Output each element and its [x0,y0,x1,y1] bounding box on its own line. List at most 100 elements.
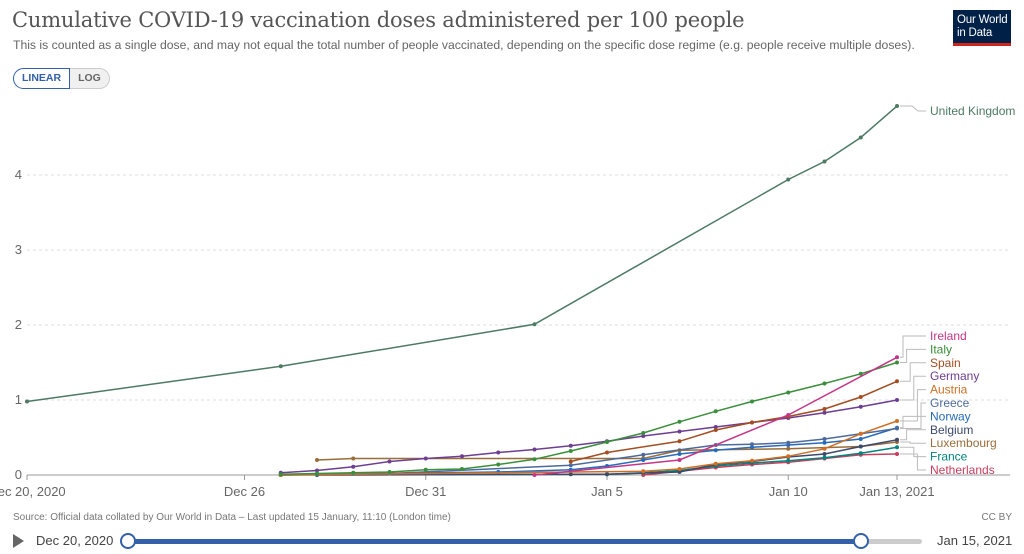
y-tick-label: 4 [15,167,22,182]
series-label-united-kingdom[interactable]: United Kingdom [930,104,1015,118]
data-point [641,434,646,438]
series-labels: United Kingdom IrelandItalySpainGermanyAu… [900,104,1015,477]
data-point [895,360,899,365]
series-label[interactable]: Luxembourg [930,436,997,450]
series-label[interactable]: Netherlands [930,463,995,477]
data-point [750,442,754,447]
series-label[interactable]: Norway [930,409,971,423]
series-label[interactable]: France [930,450,968,464]
data-point [677,429,682,434]
data-point [568,459,573,464]
series-label[interactable]: Germany [930,369,979,383]
series-line [316,439,898,476]
data-point [895,426,899,431]
data-point [568,472,573,477]
license-link[interactable]: CC BY [981,512,1012,523]
timeline-end-handle[interactable] [853,533,869,549]
data-point [641,458,646,462]
chart-title: Cumulative COVID-19 vaccination doses ad… [12,8,745,32]
series-label[interactable]: Belgium [930,423,973,437]
data-point [858,395,863,399]
data-point [858,437,863,441]
data-point [895,398,899,402]
data-point [641,431,646,435]
x-tick-label: Jan 13, 2021 [859,484,934,499]
series-line [280,427,898,476]
data-point [278,472,283,477]
data-point [25,399,29,404]
data-point [858,371,863,376]
data-point [605,440,609,444]
label-connector [900,429,926,441]
data-point [713,428,718,432]
x-tick-label: Jan 10 [769,484,808,499]
data-point [895,355,899,360]
data-point [460,454,464,459]
data-point [750,420,754,425]
play-icon[interactable] [13,534,24,548]
data-point [895,379,899,384]
x-tick-label: Dec 20, 2020 [0,484,66,499]
data-point [315,468,319,473]
series-lines [25,104,899,477]
data-point [641,452,646,457]
series-label[interactable]: Austria [930,383,968,397]
data-point [387,470,392,474]
data-point [713,461,718,466]
data-point [532,322,537,327]
data-point [895,104,899,108]
x-axis: Dec 20, 2020 Dec 26 Dec 31 Jan 5 Jan 10 Jan 1… [0,474,1010,499]
data-point [822,440,827,445]
data-point [641,469,646,474]
data-point [822,455,827,460]
data-point [605,450,609,455]
logo-line-2: in Data [957,27,993,39]
data-point [750,445,754,450]
data-point [605,472,609,477]
series-line [280,361,898,476]
label-connector [900,389,926,422]
data-point [786,454,791,459]
series-label[interactable]: Italy [930,342,952,356]
data-point [677,470,682,474]
data-point [713,409,718,414]
label-connector [900,348,926,363]
data-point [822,381,827,386]
owid-logo[interactable]: Our World in Data [953,10,1011,46]
data-point [786,446,791,451]
data-point [786,413,791,417]
data-point [822,407,827,411]
timeline-selected-range [128,539,861,544]
log-scale-button[interactable]: LOG [70,68,110,89]
series-line [26,105,898,403]
data-point [351,470,356,475]
data-point [822,446,827,451]
label-connector [900,375,926,401]
series-line [534,356,898,476]
label-connector [900,453,926,471]
x-tick-label: Dec 31 [405,484,446,499]
data-point [895,445,899,450]
data-point [750,458,754,463]
logo-line-1: Our World [957,14,1008,26]
data-point [858,431,863,436]
scale-toggle: LINEAR LOG [13,68,110,89]
data-point [496,462,501,467]
data-point [351,456,356,461]
label-connector [900,441,926,444]
data-point [786,177,791,182]
data-point [713,448,718,453]
series-label[interactable]: Spain [930,356,961,370]
timeline-start-label: Dec 20, 2020 [36,533,114,548]
linear-scale-button[interactable]: LINEAR [13,68,71,89]
data-point [677,439,682,444]
series-line [280,399,898,474]
series-label[interactable]: Greece [930,396,970,410]
timeline-end-label: Jan 15, 2021 [937,533,1013,548]
source-note: Source: Official data collated by Our Wo… [13,512,451,523]
series-label[interactable]: Ireland [930,329,967,343]
timeline-start-handle[interactable] [120,533,136,549]
data-point [460,467,464,471]
label-connector [900,402,926,429]
y-tick-label: 0 [15,467,22,482]
